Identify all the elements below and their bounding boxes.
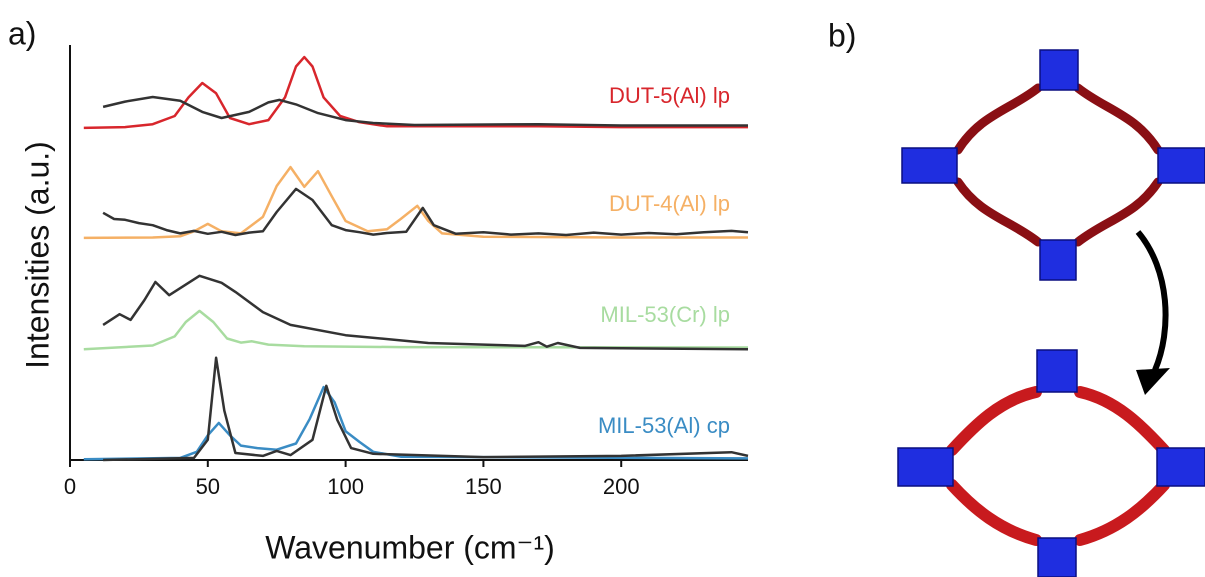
metal-node	[1157, 147, 1205, 184]
linker	[1074, 479, 1170, 546]
arrow-head	[1136, 368, 1170, 395]
metal-node	[1037, 537, 1077, 577]
spectrum-line	[102, 274, 749, 351]
arrow	[1135, 230, 1169, 372]
linker	[953, 177, 1043, 247]
linker	[1073, 177, 1163, 247]
panel-label: b)	[828, 17, 856, 53]
spectrum-line	[103, 356, 749, 462]
spectrum-line	[83, 55, 748, 130]
metal-node	[897, 447, 954, 487]
x-tick-label: 200	[603, 474, 640, 499]
series-label: DUT-5(Al) lp	[609, 83, 730, 108]
metal-node	[1039, 239, 1077, 281]
linker	[946, 479, 1042, 546]
metal-node	[1156, 447, 1205, 487]
panel-label: a)	[8, 15, 36, 51]
metal-node	[1036, 349, 1078, 393]
x-tick-label: 150	[465, 474, 502, 499]
plot-area: 0 50 100 150 200 DUT-5(Al) lp DUT-4(Al) lp MIL-…	[64, 55, 749, 499]
spectrum-line	[83, 385, 749, 461]
series-label: DUT-4(Al) lp	[609, 191, 730, 216]
linker	[1074, 386, 1170, 456]
framework-diagram	[897, 49, 1205, 577]
metal-node	[901, 147, 958, 184]
x-axis-label: Wavenumber (cm⁻¹)	[265, 529, 555, 565]
x-tick-label: 100	[327, 474, 364, 499]
x-tick-label: 0	[64, 474, 76, 499]
spectrum-line	[83, 309, 749, 351]
linker	[953, 83, 1043, 155]
x-tick-label: 50	[196, 474, 220, 499]
linker	[1073, 83, 1163, 155]
spectrum-line	[102, 187, 749, 237]
series-label: MIL-53(Cr) lp	[600, 302, 730, 327]
spectrum-line	[102, 95, 748, 127]
series-label: MIL-53(Al) cp	[598, 413, 730, 438]
y-axis-label: Intensities (a.u.)	[19, 141, 55, 369]
linker	[946, 386, 1042, 456]
metal-node	[1039, 49, 1079, 91]
